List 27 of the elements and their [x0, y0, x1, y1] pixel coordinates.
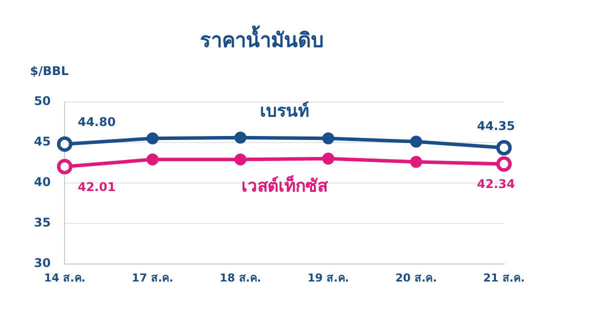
data-label: 42.01 — [78, 180, 116, 194]
y-tick-label: 40 — [34, 175, 51, 190]
series-label: เบรนท์ — [260, 100, 309, 122]
data-label: 42.34 — [477, 177, 515, 192]
point — [234, 153, 246, 166]
y-axis-title: $/BBL — [30, 64, 70, 78]
point — [410, 136, 422, 148]
point — [322, 132, 334, 144]
y-tick-label: 45 — [34, 134, 51, 149]
y-tick-label: 35 — [34, 215, 51, 230]
point — [410, 156, 422, 168]
chart-title: ราคาน้ำมันดิบ — [200, 25, 324, 52]
x-tick-label: 18 ส.ค. — [220, 271, 262, 284]
point — [146, 153, 159, 166]
data-label: 44.80 — [78, 115, 116, 130]
point — [234, 132, 246, 144]
x-tick-label: 14 ส.ค. — [44, 271, 86, 284]
x-tick-label: 19 ส.ค. — [308, 271, 350, 284]
data-label: 44.35 — [477, 118, 515, 133]
x-tick-label: 17 ส.ค. — [132, 271, 174, 284]
point — [146, 132, 159, 144]
x-tick-label: 21 ส.ค. — [483, 271, 525, 284]
series-label: เวสต์เท็กซัส — [241, 173, 328, 196]
point — [322, 152, 334, 165]
y-tick-label: 50 — [34, 94, 51, 108]
y-tick-label: 30 — [34, 256, 51, 270]
x-tick-label: 20 ส.ค. — [395, 271, 437, 284]
